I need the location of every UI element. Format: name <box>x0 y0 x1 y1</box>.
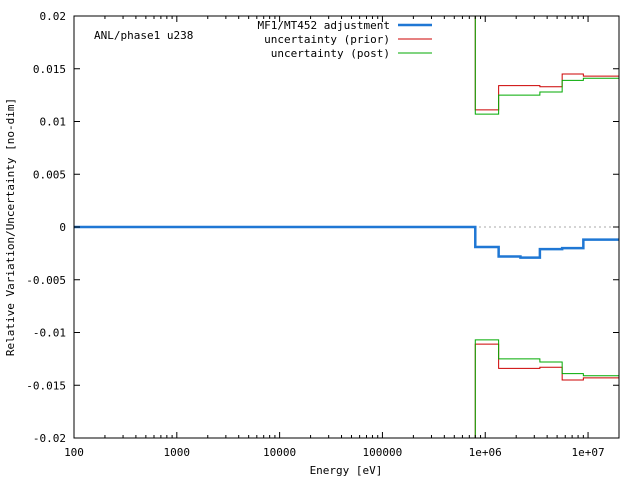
series-line-mf1-mt452-adjustment <box>74 225 619 259</box>
x-tick-label: 100000 <box>363 446 403 459</box>
y-tick-label: 0.005 <box>33 168 66 181</box>
series-line-uncertainty-post-negative <box>74 339 619 438</box>
x-tick-label: 1e+07 <box>571 446 604 459</box>
y-tick-label: 0.01 <box>40 116 67 129</box>
y-tick-label: 0 <box>59 221 66 234</box>
x-axis-label: Energy [eV] <box>310 464 383 477</box>
series-group <box>74 16 619 438</box>
y-axis-label: Relative Variation/Uncertainty [no-dim] <box>4 98 17 356</box>
x-tick-label: 1000 <box>164 446 191 459</box>
y-tick-label: 0.015 <box>33 63 66 76</box>
y-tick-label: -0.005 <box>26 274 66 287</box>
y-tick-label: -0.01 <box>33 327 66 340</box>
x-tick-label: 10000 <box>263 446 296 459</box>
legend-label: MF1/MT452 adjustment <box>258 19 390 32</box>
chart-annotation: ANL/phase1 u238 <box>94 29 193 42</box>
series-line-uncertainty-prior-negative <box>74 343 619 438</box>
x-tick-label: 1e+06 <box>469 446 502 459</box>
legend-label: uncertainty (post) <box>271 47 390 60</box>
y-tick-label: -0.015 <box>26 379 66 392</box>
axis-ticks: 0.02 0.015 0.01 0.005 0 -0.005 -0.01 -0.015 -0.0… <box>26 10 619 459</box>
plot-area <box>74 16 619 438</box>
legend-label: uncertainty (prior) <box>264 33 390 46</box>
y-tick-label: 0.02 <box>40 10 67 23</box>
series-line-uncertainty-post <box>74 16 619 115</box>
x-tick-label: 100 <box>64 446 84 459</box>
y-tick-label: -0.02 <box>33 432 66 445</box>
